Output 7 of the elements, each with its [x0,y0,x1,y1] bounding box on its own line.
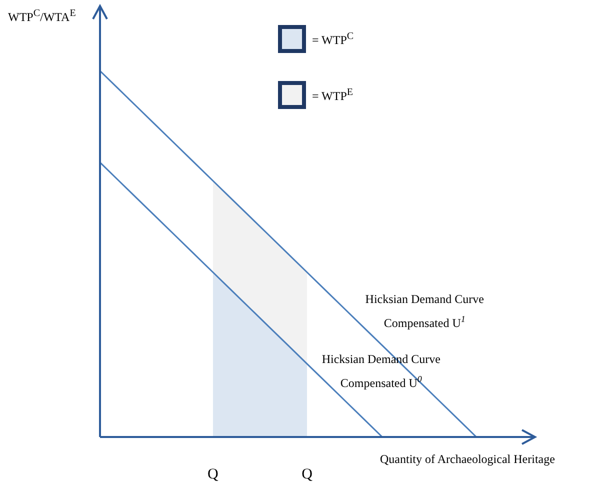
legend-label: = WTP$^{E}$ [312,86,353,104]
x-tick-label: Q [207,466,218,482]
x-axis-title: Quantity of Archaeological Heritage [380,452,555,467]
series-label: Hicksian Demand Curve Compensated U$^{1}$ [364,290,485,332]
y-axis-title: WTP$^{C}$/WTA$^{E}$ [8,8,76,25]
legend-label: = WTP$^{C}$ [312,30,354,48]
x-tick-label: Q [302,466,313,482]
